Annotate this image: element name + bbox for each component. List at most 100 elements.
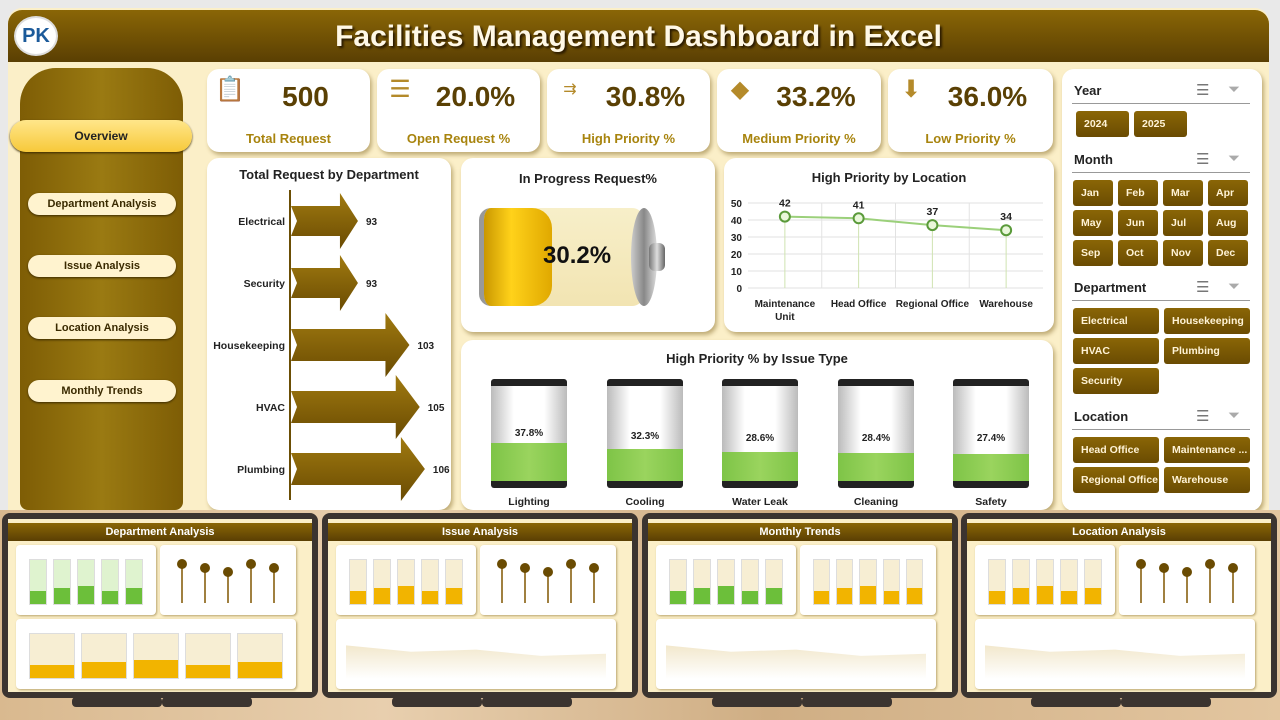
bar-arrow	[291, 255, 358, 311]
line-chart: 0 10 20 30 40 50 42 Maintenance Unit 41 Head Offic…	[731, 198, 1043, 323]
slicer-item-department[interactable]: Plumbing	[1164, 338, 1250, 364]
chart-total-request-by-department: Total Request by Department Electrical 93…	[207, 158, 451, 510]
arrow-bar-chart: Electrical 93 Security 93 Housekeeping 103 HVA…	[213, 190, 450, 501]
clear-filter-icon[interactable]: ⏷	[1228, 278, 1241, 295]
gauge-value: 30.2%	[543, 242, 612, 269]
preview-mark	[227, 571, 229, 603]
slicer-panel: Year ☰ ⏷ 2024 2025 Month ☰ ⏷ Jan Feb Mar Apr May Jun J…	[1062, 69, 1262, 511]
slicer-item-month[interactable]: Oct	[1118, 240, 1158, 266]
kpi-total-request: 📋 500 Total Request	[207, 69, 370, 152]
multi-select-icon[interactable]: ☰	[1196, 279, 1210, 296]
preview-marker	[566, 559, 577, 569]
data-label: 37.8%	[514, 427, 544, 439]
data-label: 93	[366, 217, 378, 228]
preview-monitor[interactable]: Location Analysis	[961, 513, 1277, 698]
preview-fill	[30, 590, 46, 604]
diamond-sign-icon: ◆	[730, 76, 750, 103]
preview-fill	[670, 590, 686, 604]
data-label: 105	[428, 403, 445, 414]
preview-fill	[860, 585, 876, 604]
slicer-item-month[interactable]: Aug	[1208, 210, 1248, 236]
multi-select-icon[interactable]: ☰	[1196, 151, 1210, 168]
nav-department-analysis[interactable]: Department Analysis	[28, 193, 176, 215]
slicer-item-location[interactable]: Warehouse	[1164, 467, 1250, 493]
preview-fill	[742, 590, 758, 604]
divider	[1072, 172, 1250, 173]
slicer-item-department[interactable]: Electrical	[1073, 308, 1159, 334]
chart-high-priority-by-location: High Priority by Location 0 10 20 30 40 50 42 M…	[724, 158, 1054, 332]
slicer-item-month[interactable]: Jan	[1073, 180, 1113, 206]
preview-mark	[101, 559, 119, 605]
dashboard-title: Facilities Management Dashboard in Excel	[335, 20, 942, 53]
divider	[1072, 103, 1250, 104]
monitor-stand-right	[482, 697, 572, 707]
slicer-item-department[interactable]: Housekeeping	[1164, 308, 1250, 334]
preview-monitor[interactable]: Issue Analysis	[322, 513, 638, 698]
nav-location-analysis[interactable]: Location Analysis	[28, 317, 176, 339]
slicer-item-month[interactable]: Apr	[1208, 180, 1248, 206]
preview-marker	[199, 563, 210, 573]
nav-issue-analysis[interactable]: Issue Analysis	[28, 255, 176, 277]
bar-arrow	[291, 437, 425, 501]
preview-title: Department Analysis	[8, 523, 312, 541]
x-tick-label: Maintenance	[755, 299, 816, 310]
battery-fill	[484, 208, 552, 306]
chart-title: In Progress Request%	[519, 171, 657, 186]
slicer-item-department[interactable]: Security	[1073, 368, 1159, 394]
kpi-value: 33.2%	[776, 81, 856, 112]
slicer-item-month[interactable]: Nov	[1163, 240, 1203, 266]
data-label: 41	[853, 199, 865, 211]
chart-in-progress-request: In Progress Request% 30.2%	[461, 158, 715, 332]
preview-mark	[500, 563, 503, 603]
category-label: Security	[244, 278, 286, 290]
data-point	[926, 219, 939, 232]
multi-select-icon[interactable]: ☰	[1196, 408, 1210, 425]
y-tick-label: 50	[731, 199, 743, 210]
preview-fill	[837, 588, 853, 604]
slicer-item-month[interactable]: Sep	[1073, 240, 1113, 266]
preview-mark	[1209, 563, 1212, 603]
slicer-item-month[interactable]: Jul	[1163, 210, 1203, 236]
clear-filter-icon[interactable]: ⏷	[1228, 150, 1241, 167]
slicer-item-month[interactable]: May	[1073, 210, 1113, 236]
nav-monthly-trends[interactable]: Monthly Trends	[28, 380, 176, 402]
preview-screen: Department Analysis	[8, 519, 312, 692]
preview-fill	[102, 590, 118, 604]
clear-filter-icon[interactable]: ⏷	[1228, 81, 1241, 98]
nav-overview[interactable]: Overview	[10, 120, 192, 152]
slicer-item-month[interactable]: Feb	[1118, 180, 1158, 206]
preview-mark	[237, 633, 283, 679]
preview-mark	[859, 559, 877, 605]
clear-filter-icon[interactable]: ⏷	[1228, 407, 1241, 424]
preview-panel	[16, 619, 296, 689]
preview-monitor[interactable]: Department Analysis	[2, 513, 318, 698]
column-fill	[838, 452, 914, 481]
battery-column: 32.3%	[607, 379, 683, 488]
preview-monitor[interactable]: Monthly Trends	[642, 513, 958, 698]
preview-marker	[1158, 563, 1169, 573]
slicer-item-month[interactable]: Dec	[1208, 240, 1248, 266]
preview-marker	[1135, 559, 1146, 569]
x-tick-label: Unit	[775, 312, 795, 323]
slicer-item-month[interactable]: Mar	[1163, 180, 1203, 206]
preview-fill	[186, 664, 230, 678]
slicer-item-year[interactable]: 2024	[1076, 111, 1129, 137]
battery-terminal	[649, 243, 665, 271]
slicer-item-year[interactable]: 2025	[1134, 111, 1187, 137]
kpi-value: 500	[282, 81, 329, 112]
x-tick-label: Head Office	[831, 299, 887, 310]
slicer-item-month[interactable]: Jun	[1118, 210, 1158, 236]
preview-mark	[349, 559, 367, 605]
slicer-item-location[interactable]: Regional Office	[1073, 467, 1159, 493]
y-tick-label: 20	[731, 250, 743, 261]
data-label: 93	[366, 279, 378, 290]
kpi-low-priority: ⬇ 36.0% Low Priority %	[888, 69, 1053, 152]
monitor-stand-left	[1031, 697, 1121, 707]
bar-arrow	[291, 193, 358, 249]
preview-fill	[718, 585, 734, 604]
kpi-label: Open Request %	[406, 131, 511, 146]
multi-select-icon[interactable]: ☰	[1196, 82, 1210, 99]
slicer-item-department[interactable]: HVAC	[1073, 338, 1159, 364]
slicer-item-location[interactable]: Head Office	[1073, 437, 1159, 463]
slicer-item-location[interactable]: Maintenance ...	[1164, 437, 1250, 463]
